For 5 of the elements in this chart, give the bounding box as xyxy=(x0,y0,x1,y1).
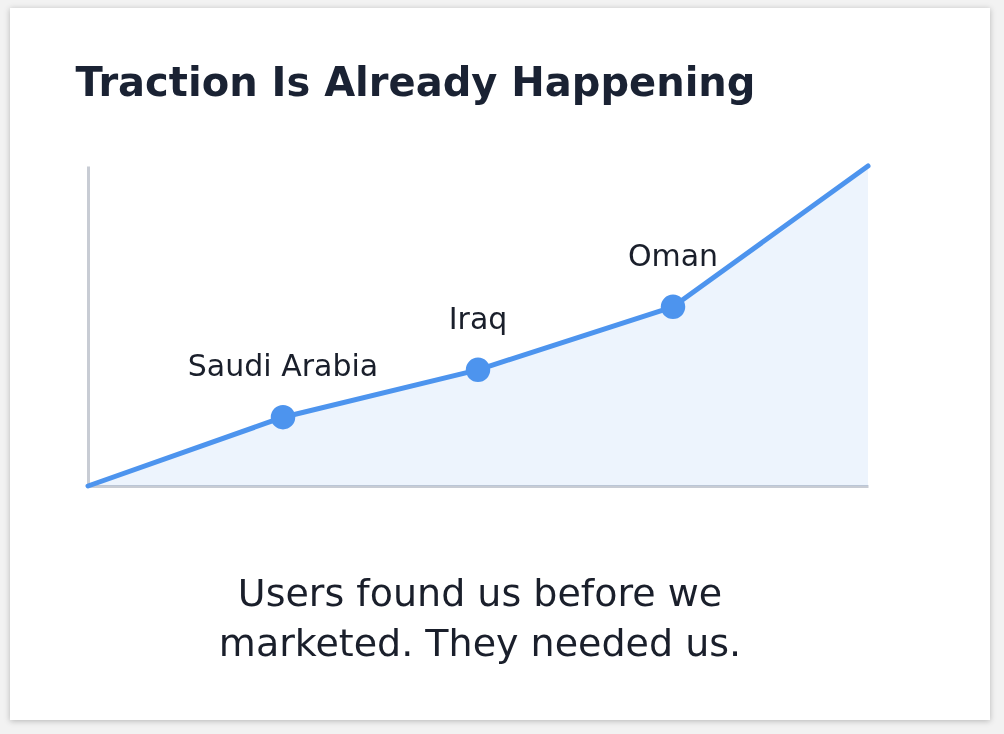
text: Users found us before we marketed. They needed us. xyxy=(217,570,743,667)
annotation: Oman xyxy=(627,237,719,273)
annotation: Iraq xyxy=(448,300,508,336)
annotation: Saudi Arabia xyxy=(187,348,379,384)
chart-title: Traction Is Already Happening xyxy=(75,58,756,105)
